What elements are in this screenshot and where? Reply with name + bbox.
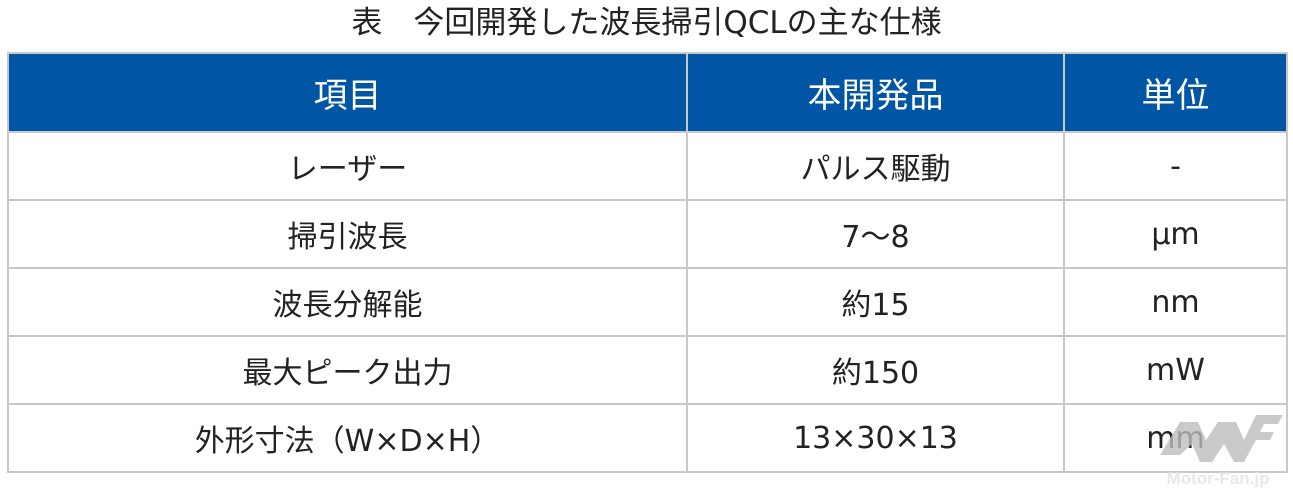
header-row: 項目 本開発品 単位 xyxy=(7,52,1288,133)
spec-table: 項目 本開発品 単位 レーザー パルス駆動 - 掃引波長 7〜8 μm 波長分解… xyxy=(7,52,1288,473)
cell-item: 外形寸法（W×D×H） xyxy=(7,403,688,473)
cell-value: パルス駆動 xyxy=(686,131,1065,201)
table-row: 外形寸法（W×D×H） 13×30×13 mm xyxy=(7,403,1288,473)
cell-value: 約150 xyxy=(686,335,1065,405)
cell-unit: nm xyxy=(1063,267,1288,337)
cell-item: 波長分解能 xyxy=(7,267,688,337)
header-unit: 単位 xyxy=(1063,52,1288,133)
header-product: 本開発品 xyxy=(686,52,1065,133)
table-row: 掃引波長 7〜8 μm xyxy=(7,199,1288,269)
header-item: 項目 xyxy=(7,52,688,133)
table-row: 波長分解能 約15 nm xyxy=(7,267,1288,337)
table-row: 最大ピーク出力 約150 mW xyxy=(7,335,1288,405)
cell-unit: mm xyxy=(1063,403,1288,473)
cell-item: レーザー xyxy=(7,131,688,201)
table-title: 表 今回開発した波長掃引QCLの主な仕様 xyxy=(351,5,942,41)
cell-unit: μm xyxy=(1063,199,1288,269)
cell-item: 掃引波長 xyxy=(7,199,688,269)
table-row: レーザー パルス駆動 - xyxy=(7,131,1288,201)
cell-value: 約15 xyxy=(686,267,1065,337)
cell-item: 最大ピーク出力 xyxy=(7,335,688,405)
cell-value: 7〜8 xyxy=(686,199,1065,269)
cell-value: 13×30×13 xyxy=(686,403,1065,473)
cell-unit: - xyxy=(1063,131,1288,201)
cell-unit: mW xyxy=(1063,335,1288,405)
